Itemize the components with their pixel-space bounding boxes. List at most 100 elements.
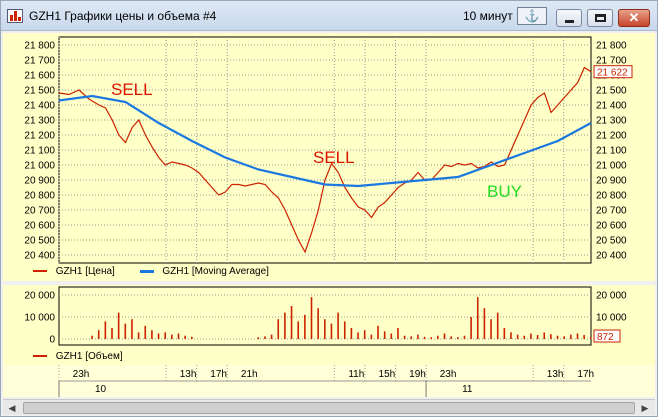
legend-price-label: GZH1 [Цена] — [55, 266, 115, 277]
volume-bar — [417, 334, 419, 339]
hour-label: 15h — [379, 369, 396, 380]
volume-bar — [164, 332, 166, 339]
price-legend: GZH1 [Цена] GZH1 [Moving Average] — [33, 266, 269, 277]
volume-bar — [97, 330, 100, 339]
volume-bar — [304, 314, 306, 339]
volume-bar — [550, 334, 552, 339]
price-y-tick-right: 21 400 — [596, 101, 627, 112]
last-volume-label: 872 — [597, 332, 614, 343]
volume-bar — [490, 319, 492, 339]
volume-bar — [290, 306, 293, 339]
horizontal-scrollbar[interactable]: ◀ ▶ — [3, 399, 655, 415]
volume-bar — [310, 297, 313, 339]
price-y-tick-right: 20 700 — [596, 206, 627, 217]
volume-y-tick-right: 20 000 — [596, 291, 627, 302]
hour-label: 23h — [73, 369, 90, 380]
price-y-tick-left: 20 900 — [24, 176, 55, 187]
volume-bar — [570, 334, 572, 339]
price-y-tick-left: 20 500 — [24, 236, 55, 247]
volume-bar — [370, 334, 373, 339]
volume-bar — [496, 312, 499, 339]
volume-bar — [171, 334, 173, 339]
price-swatch-icon — [33, 270, 47, 273]
volume-bar — [576, 333, 579, 339]
maximize-icon — [595, 14, 606, 22]
volume-bar — [536, 335, 539, 339]
volume-y-tick-left: 0 — [49, 335, 55, 346]
volume-bar — [403, 335, 406, 339]
price-y-tick-left: 20 600 — [24, 221, 55, 232]
volume-bar — [543, 332, 546, 339]
volume-bar — [423, 336, 426, 339]
signal-label-sell: SELL — [111, 80, 153, 99]
legend-price-item: GZH1 [Цена] — [33, 266, 118, 277]
volume-bar — [430, 337, 432, 339]
volume-bar — [476, 297, 479, 339]
period-label: 10 минут — [463, 9, 513, 23]
last-price-box — [593, 65, 633, 79]
volume-legend: GZH1 [Объем] — [33, 351, 123, 362]
volume-swatch-icon — [33, 355, 47, 358]
volume-bar — [516, 334, 519, 339]
volume-bar — [556, 335, 559, 339]
volume-bar — [330, 323, 333, 339]
volume-bar — [297, 321, 299, 339]
volume-bar — [590, 337, 592, 339]
last-volume-box — [593, 329, 621, 343]
window-title: GZH1 Графики цены и объема #4 — [29, 9, 217, 23]
chart-app-icon — [7, 9, 23, 23]
signal-label-buy: BUY — [487, 182, 522, 201]
volume-bar — [151, 330, 153, 339]
scroll-left-icon[interactable]: ◀ — [8, 403, 16, 413]
minimize-button[interactable] — [556, 9, 582, 27]
title-bar[interactable]: GZH1 Графики цены и объема #4 10 минут ⚓… — [1, 1, 657, 31]
close-button[interactable]: ✕ — [618, 9, 650, 27]
hour-label: 17h — [577, 369, 594, 380]
volume-bar — [390, 333, 393, 339]
price-y-tick-left: 21 600 — [24, 71, 55, 82]
volume-y-tick-right: 10 000 — [596, 313, 627, 324]
volume-bar — [117, 312, 120, 339]
volume-bar — [443, 333, 446, 339]
scroll-thumb[interactable] — [23, 402, 635, 414]
anchor-button[interactable]: ⚓ — [517, 7, 547, 25]
signal-label-sell: SELL — [313, 148, 355, 167]
volume-bar — [284, 312, 286, 339]
close-icon: ✕ — [628, 10, 640, 25]
volume-bar — [563, 336, 565, 339]
scroll-right-icon[interactable]: ▶ — [641, 403, 649, 413]
legend-ma-label: GZH1 [Moving Average] — [162, 266, 269, 277]
volume-bar — [257, 337, 260, 339]
minimize-icon — [565, 20, 574, 23]
volume-y-tick-left: 20 000 — [24, 291, 55, 302]
volume-bar — [410, 336, 413, 339]
volume-bar — [450, 336, 452, 339]
time-axis-chart: 23h13h17h21h11h15h19h23h13h17h101114 — [58, 365, 594, 397]
volume-bar — [337, 312, 339, 339]
legend-ma-item: GZH1 [Moving Average] — [139, 266, 269, 277]
price-y-tick-left: 21 000 — [24, 161, 55, 172]
volume-bar — [157, 333, 160, 339]
hour-label: 13h — [547, 369, 564, 380]
price-y-tick-right: 21 800 — [596, 41, 627, 52]
price-y-tick-right: 20 500 — [596, 236, 627, 247]
volume-bar — [503, 328, 506, 339]
volume-bar — [191, 336, 193, 339]
volume-bar — [397, 328, 399, 339]
price-y-tick-left: 21 400 — [24, 101, 55, 112]
volume-plot-frame — [58, 286, 592, 346]
volume-bar — [277, 319, 280, 339]
price-y-tick-right: 21 700 — [596, 56, 627, 67]
price-y-tick-left: 21 500 — [24, 86, 55, 97]
maximize-button[interactable] — [587, 9, 613, 27]
price-y-tick-right: 21 300 — [596, 116, 627, 127]
volume-bar — [437, 335, 439, 339]
volume-bar — [270, 334, 273, 339]
price-y-tick-left: 21 200 — [24, 131, 55, 142]
volume-bar — [363, 330, 366, 339]
